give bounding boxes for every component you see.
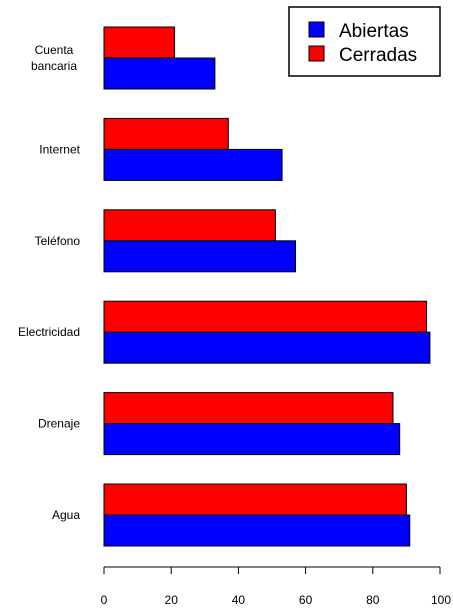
bar-abiertas-3 [103, 331, 431, 364]
x-tick-label-2: 40 [232, 593, 246, 607]
bar-abiertas-1 [103, 148, 283, 181]
bar-cerradas-2 [103, 209, 276, 242]
bar-abiertas-2 [103, 240, 297, 273]
bar-abiertas-5 [103, 514, 411, 547]
x-tick-label-1: 20 [165, 593, 179, 607]
category-labels: Cuenta bancaria Internet Teléfono Electricid… [18, 43, 81, 522]
bar-cerradas-4 [103, 392, 394, 425]
category-label-0: Cuenta bancaria [31, 43, 77, 73]
legend: Abiertas Cerradas [288, 6, 441, 77]
bar-cerradas-3 [103, 300, 428, 333]
x-tick-label-0: 0 [101, 593, 108, 607]
x-tick-label-4: 80 [366, 593, 380, 607]
legend-label-cerradas: Cerradas [339, 45, 417, 66]
category-label-1: Internet [39, 142, 80, 156]
x-axis: 0 20 40 60 80 100 [101, 566, 451, 607]
legend-swatch-cerradas [308, 45, 325, 62]
bar-cerradas-0 [103, 26, 176, 59]
bar-abiertas-4 [103, 423, 401, 456]
legend-box [288, 6, 441, 77]
bar-abiertas-0 [103, 57, 216, 90]
category-label-5: Agua [52, 508, 80, 522]
bar-cerradas-5 [103, 483, 407, 516]
x-tick-label-3: 60 [299, 593, 313, 607]
category-label-2: Teléfono [35, 234, 81, 248]
legend-label-abiertas: Abiertas [339, 21, 409, 42]
legend-swatch-abiertas [308, 21, 325, 38]
x-tick-label-5: 100 [431, 593, 451, 607]
bar-cerradas-1 [103, 117, 229, 150]
category-label-3: Electricidad [18, 325, 80, 339]
category-label-4: Drenaje [38, 417, 80, 431]
bars-group [103, 26, 431, 547]
